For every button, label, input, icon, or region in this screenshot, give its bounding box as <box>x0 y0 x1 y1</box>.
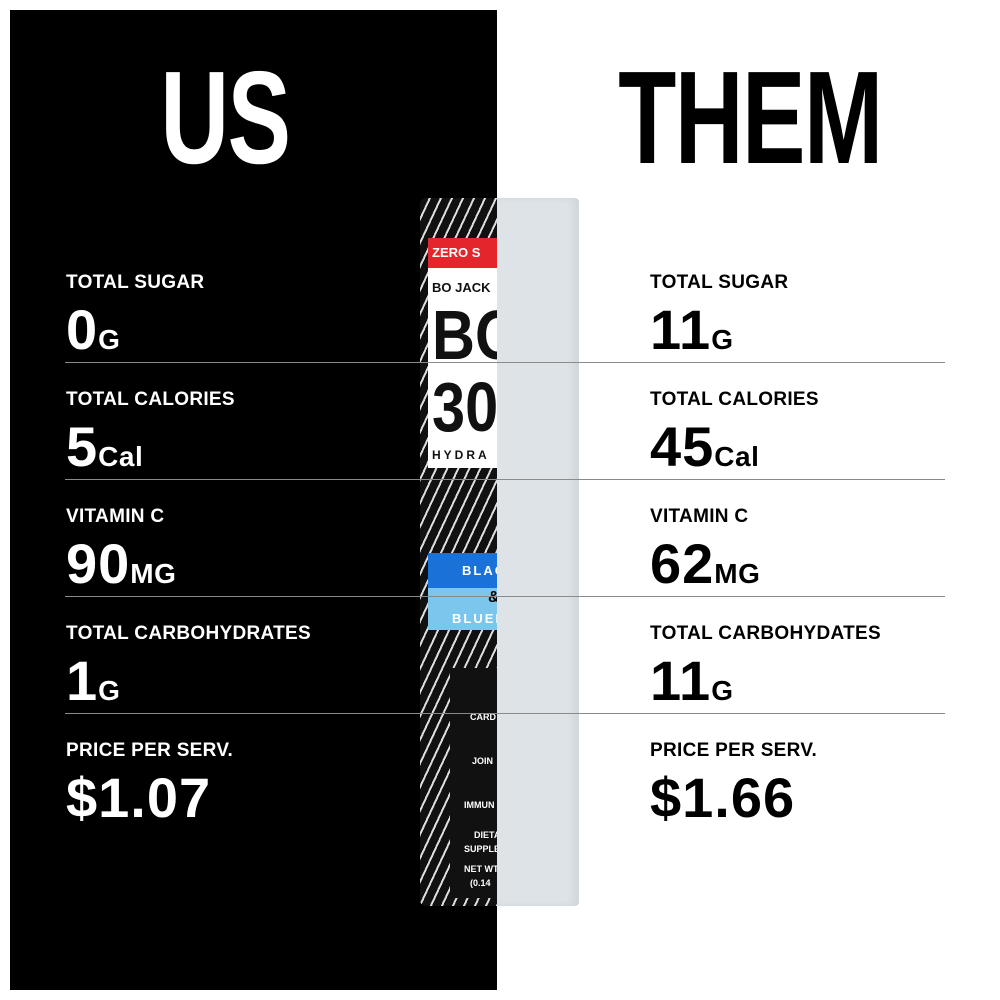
stat-value: $1.07 <box>66 768 233 828</box>
stat-number: 1 <box>66 649 99 712</box>
us-panel-background <box>10 10 497 990</box>
stat-number: 5 <box>66 415 99 478</box>
stat-number: 11 <box>650 298 712 361</box>
stat-label: VITAMIN C <box>66 506 165 527</box>
stat-value: 45Cal <box>650 417 819 487</box>
us-stat-calories: TOTAL CALORIES 5Cal <box>66 389 235 487</box>
us-stat-carbs: TOTAL CARBOHYDRATES 1G <box>66 623 311 721</box>
stat-label: TOTAL CALORIES <box>66 389 235 410</box>
product-packet-us: ZERO S BO JACK BO 30 HYDRA BLAC & BLUEB … <box>420 198 497 906</box>
us-stat-sugar: TOTAL SUGAR 0G <box>66 272 204 370</box>
stat-number: $1.07 <box>66 766 212 829</box>
stat-label: TOTAL CARBOHYDATES <box>650 623 881 644</box>
stat-unit: G <box>98 324 121 355</box>
product-packet-them <box>497 198 579 906</box>
stat-unit: Cal <box>98 441 144 472</box>
packet-info-area: CARD JOIN IMMUN DIETA SUPPLE NET WT. (0.… <box>450 668 497 898</box>
packet-red-banner: ZERO S <box>428 238 497 268</box>
them-stat-sugar: TOTAL SUGAR 11G <box>650 272 788 370</box>
stat-unit: G <box>98 675 121 706</box>
them-stat-calories: TOTAL CALORIES 45Cal <box>650 389 819 487</box>
stat-label: TOTAL SUGAR <box>66 272 205 293</box>
stat-unit: MG <box>130 558 177 589</box>
stat-number: 45 <box>650 415 715 478</box>
packet-icon-joint-label: JOIN <box>472 756 494 766</box>
stat-number: 90 <box>66 532 131 595</box>
us-stat-vitamin-c: VITAMIN C 90MG <box>66 506 176 604</box>
row-divider <box>65 713 945 714</box>
us-title: US <box>160 44 291 191</box>
packet-flavor-1: BLAC <box>462 563 497 578</box>
stat-value: 90MG <box>66 534 176 604</box>
packet-footer-2: SUPPLE <box>464 844 497 854</box>
stat-label: PRICE PER SERV. <box>650 740 818 761</box>
packet-net-weight-oz: (0.14 <box>470 878 491 888</box>
stat-value: 11G <box>650 651 881 721</box>
packet-brand-line: BO JACK <box>432 280 491 295</box>
stat-unit: MG <box>714 558 761 589</box>
packet-footer-1: DIETA <box>474 830 497 840</box>
packet-light-blue-band: & BLUEB <box>428 588 497 630</box>
stat-number: $1.66 <box>650 766 796 829</box>
stat-number: 0 <box>66 298 99 361</box>
them-stat-vitamin-c: VITAMIN C 62MG <box>650 506 760 604</box>
row-divider <box>65 479 945 480</box>
stat-value: 62MG <box>650 534 760 604</box>
packet-net-weight: NET WT. <box>464 864 497 874</box>
stat-value: 0G <box>66 300 204 370</box>
stat-label: TOTAL CALORIES <box>650 389 819 410</box>
stat-value: 11G <box>650 300 788 370</box>
them-stat-carbs: TOTAL CARBOHYDATES 11G <box>650 623 881 721</box>
row-divider <box>65 362 945 363</box>
stat-value: 1G <box>66 651 311 721</box>
stat-unit: Cal <box>714 441 760 472</box>
stat-number: 11 <box>650 649 712 712</box>
us-stat-price: PRICE PER SERV. $1.07 <box>66 740 233 828</box>
packet-sub-text: HYDRA <box>432 448 490 462</box>
stat-unit: G <box>711 324 734 355</box>
them-stat-price: PRICE PER SERV. $1.66 <box>650 740 817 828</box>
packet-icon-immune-label: IMMUN <box>464 800 495 810</box>
packet-ampersand: & <box>488 589 497 607</box>
packet-logo-bottom: 30 <box>432 372 497 442</box>
stat-label: TOTAL CARBOHYDRATES <box>66 623 311 644</box>
packet-label-white: BO JACK BO 30 HYDRA <box>428 268 497 468</box>
them-title: THEM <box>618 44 883 191</box>
stat-unit: G <box>711 675 734 706</box>
stat-label: TOTAL SUGAR <box>650 272 789 293</box>
stat-number: 62 <box>650 532 715 595</box>
stat-value: $1.66 <box>650 768 817 828</box>
packet-icon-cardio-label: CARD <box>470 712 496 722</box>
packet-banner-text: ZERO S <box>432 245 481 260</box>
row-divider <box>65 596 945 597</box>
packet-flavor-2: BLUEB <box>452 611 497 626</box>
packet-blue-band: BLAC <box>428 553 497 588</box>
packet-logo-top: BO <box>432 300 497 370</box>
stat-label: VITAMIN C <box>650 506 749 527</box>
stat-value: 5Cal <box>66 417 235 487</box>
stat-label: PRICE PER SERV. <box>66 740 234 761</box>
